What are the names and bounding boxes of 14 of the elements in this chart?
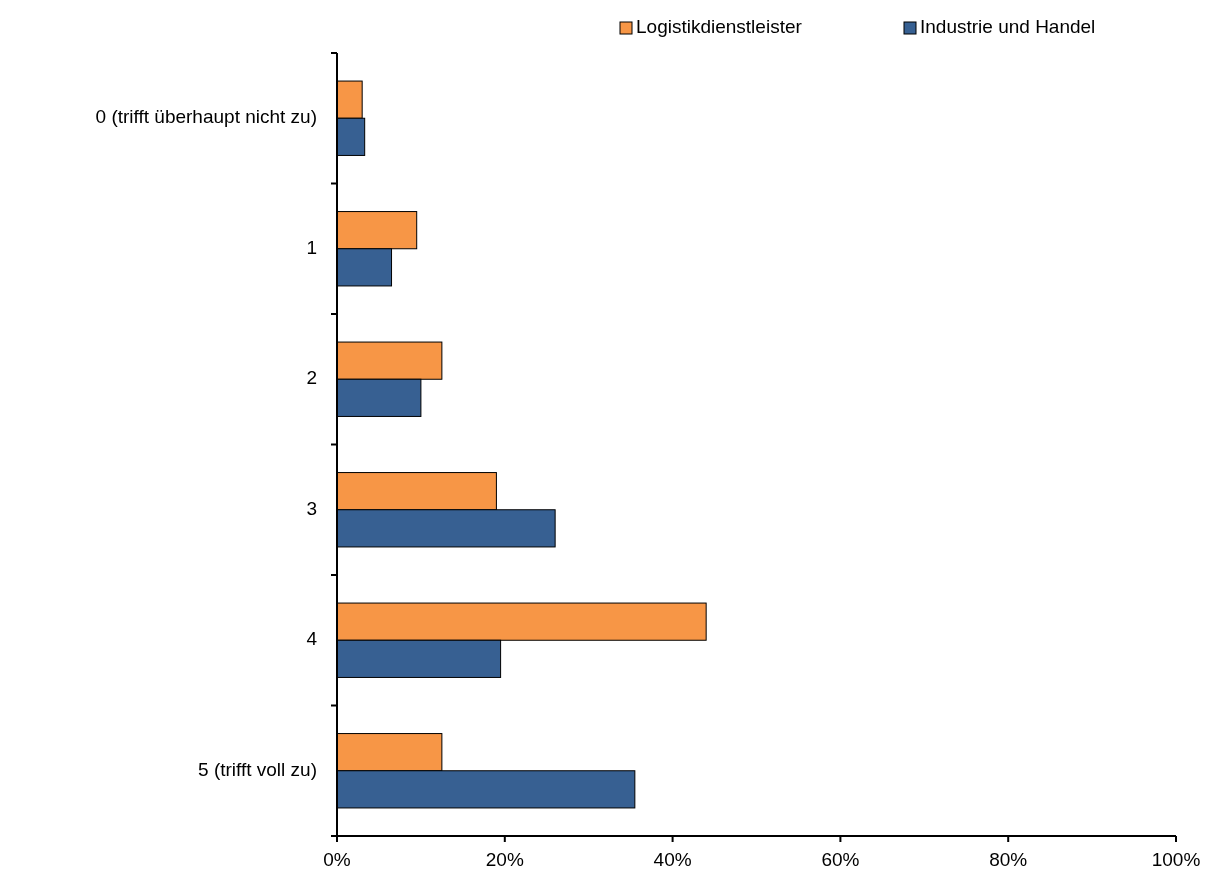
x-tick-label: 80% <box>989 849 1028 870</box>
y-tick-label: 3 <box>306 497 317 519</box>
y-tick-label: 1 <box>306 236 317 258</box>
x-tick-label: 40% <box>653 849 692 870</box>
legend-label: Logistikdienstleister <box>636 16 803 38</box>
y-tick-label: 0 (trifft überhaupt nicht zu) <box>95 106 317 128</box>
y-tick-label: 4 <box>306 628 318 650</box>
x-tick-label: 60% <box>821 849 860 870</box>
x-tick-label: 20% <box>485 849 524 870</box>
y-tick-label: 5 (trifft voll zu) <box>198 758 317 780</box>
legend-label: Industrie und Handel <box>920 16 1096 38</box>
x-tick-label: 0% <box>323 849 351 870</box>
x-tick-label: 100% <box>1151 849 1201 870</box>
y-tick-label: 2 <box>306 367 317 389</box>
